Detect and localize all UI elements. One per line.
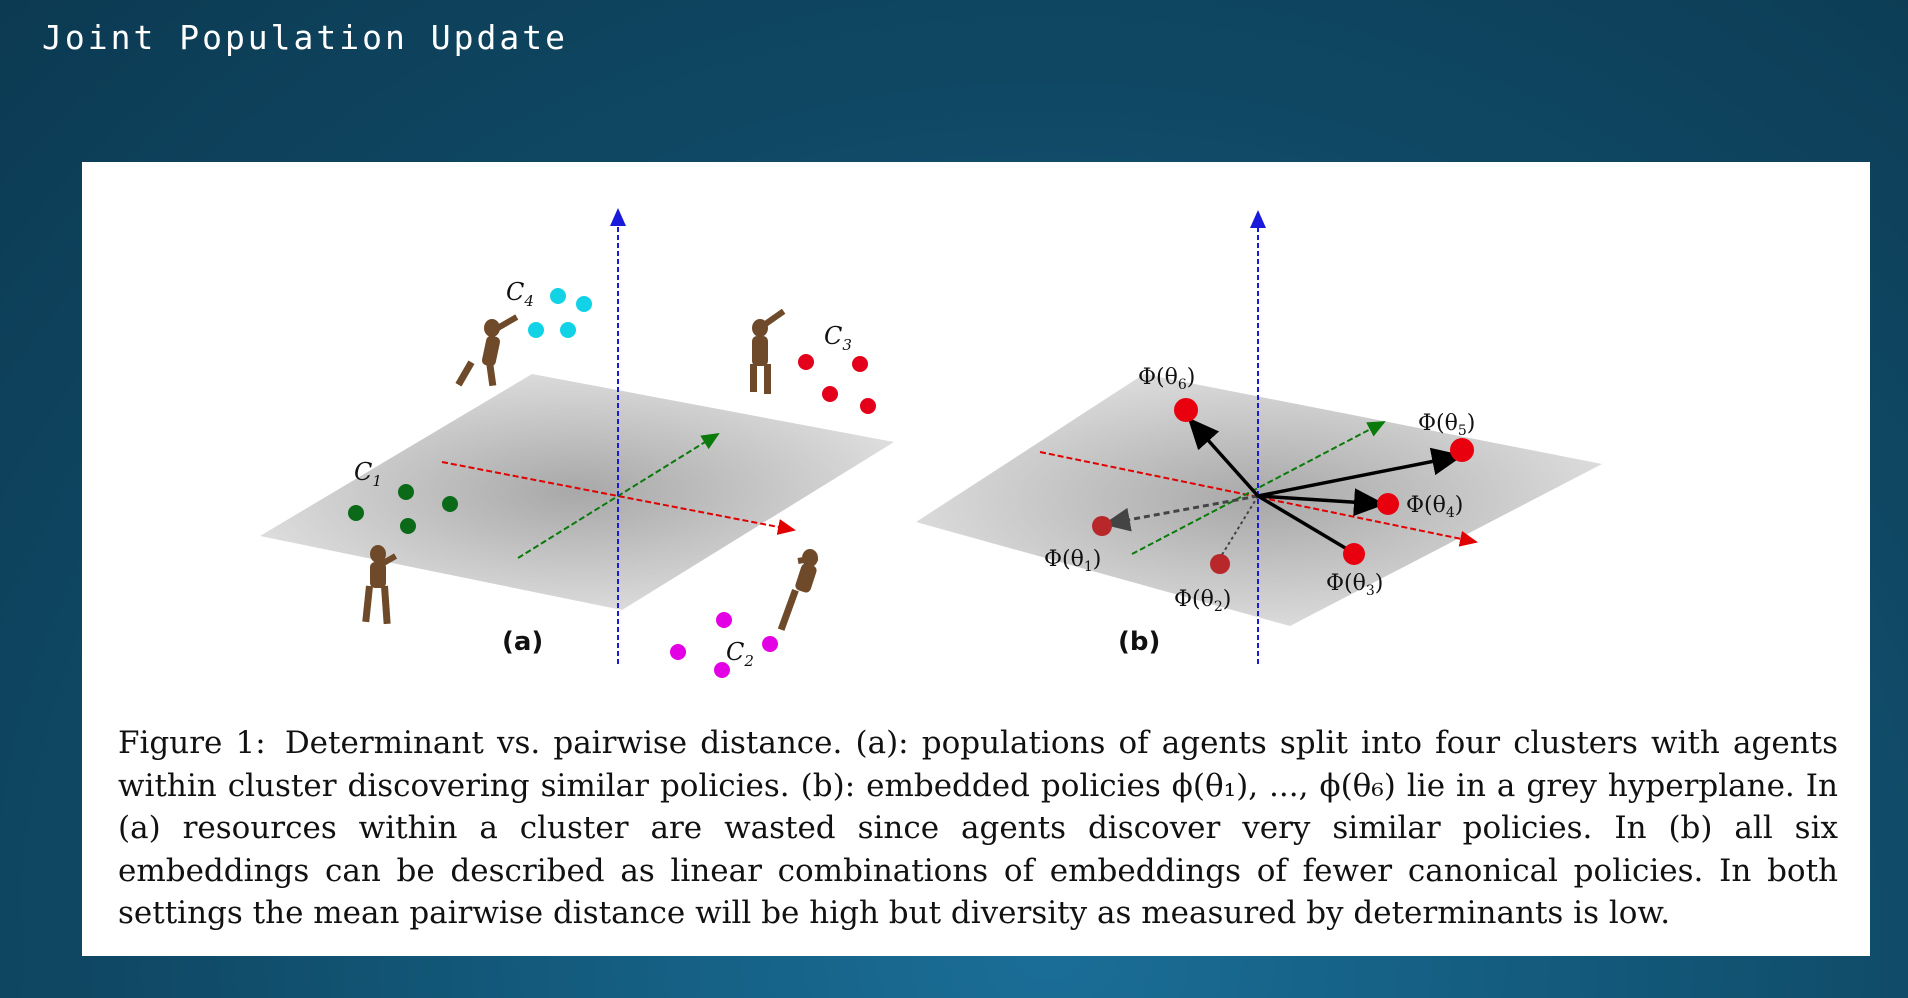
embedding-label-3: Φ(θ3) (1326, 571, 1383, 599)
cluster-point (528, 322, 544, 338)
cluster-1-points (348, 484, 458, 534)
embedding-vector-3 (1257, 494, 1353, 554)
panel-b-y-axis (1131, 421, 1386, 555)
panel-a-plane (260, 374, 894, 610)
embedding-label-6: Φ(θ6) (1138, 365, 1195, 393)
embedding-label-5: Φ(θ5) (1418, 411, 1475, 439)
caption-label: Figure 1: (118, 725, 266, 761)
caption-text: Determinant vs. pairwise distance. (a): … (118, 725, 1838, 931)
cluster-point (348, 505, 364, 521)
cluster-1-label: C1 (354, 458, 382, 490)
cluster-2-label: C2 (726, 638, 754, 670)
cluster-point (822, 386, 838, 402)
embedding-point-1 (1092, 516, 1112, 536)
embedding-vector-5 (1257, 447, 1464, 498)
slide-title: Joint Population Update (42, 18, 568, 57)
embedding-vector-4 (1257, 488, 1386, 517)
agent-figure-1 (362, 545, 398, 625)
cluster-3-points (798, 354, 876, 414)
embedding-point-2 (1210, 554, 1230, 574)
panel-b-x-axis (1039, 451, 1478, 547)
embedding-point-5 (1450, 438, 1474, 462)
embedding-vector-6 (1187, 417, 1260, 498)
cluster-point (852, 356, 868, 372)
cluster-point (860, 398, 876, 414)
cluster-2-points (670, 612, 778, 678)
cluster-point (714, 662, 730, 678)
embedding-vector-2 (1219, 495, 1259, 559)
embedding-point-3 (1343, 543, 1365, 565)
cluster-point (550, 288, 566, 304)
figure-caption: Figure 1: Determinant vs. pairwise dista… (118, 722, 1838, 935)
cluster-point (576, 296, 592, 312)
cluster-point (716, 612, 732, 628)
cluster-point (798, 354, 814, 370)
cluster-3-label: C3 (824, 322, 852, 354)
embedding-label-2: Φ(θ2) (1174, 587, 1231, 615)
agent-figure-2 (777, 549, 819, 631)
panel-a-label: (a) (502, 627, 543, 657)
panel-a-x-axis (441, 461, 796, 535)
cluster-point (670, 644, 686, 660)
embedding-point-6 (1174, 398, 1198, 422)
cluster-4-points (528, 288, 592, 338)
embedding-vector-1 (1103, 494, 1259, 532)
cluster-point (762, 636, 778, 652)
cluster-point (442, 496, 458, 512)
agent-figure-3 (750, 308, 786, 394)
cluster-point (560, 322, 576, 338)
figure-card: C1 C2 C3 C4 (a) (82, 162, 1870, 956)
panel-b: Φ(θ1) Φ(θ2) Φ(θ3) Φ(θ4) Φ(θ5) Φ(θ6) (b) (916, 210, 1602, 664)
cluster-4-label: C4 (506, 278, 534, 310)
panel-a: C1 C2 C3 C4 (a) (260, 208, 894, 678)
embedding-label-1: Φ(θ1) (1044, 547, 1101, 575)
cluster-point (400, 518, 416, 534)
agent-figure-4 (455, 314, 519, 387)
cluster-point (398, 484, 414, 500)
figure-image: C1 C2 C3 C4 (a) (260, 208, 1602, 678)
panel-b-label: (b) (1118, 627, 1160, 657)
embedding-label-4: Φ(θ4) (1406, 493, 1463, 521)
embedding-point-4 (1377, 493, 1399, 515)
